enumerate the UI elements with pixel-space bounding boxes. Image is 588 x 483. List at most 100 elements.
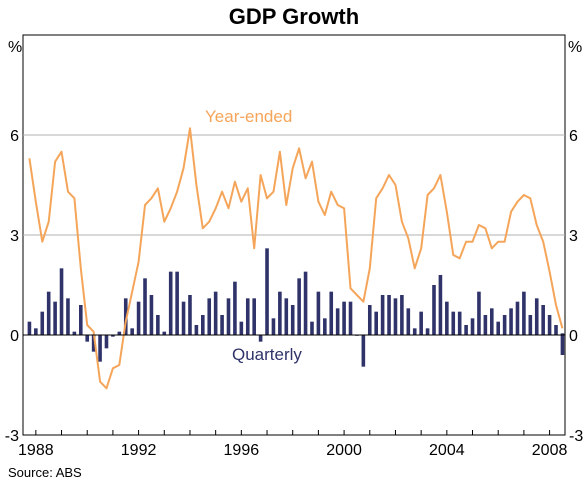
- y-tick-label-left: 3: [10, 228, 19, 245]
- quarterly-bar: [59, 268, 64, 335]
- quarterly-bar: [457, 311, 462, 335]
- quarterly-bar: [374, 311, 378, 335]
- quarterly-bar: [432, 285, 436, 335]
- quarterly-bar: [412, 328, 417, 335]
- quarterly-bar: [123, 298, 128, 335]
- quarterly-bar: [303, 271, 308, 335]
- quarterly-bar: [34, 328, 38, 335]
- quarterly-bar: [483, 315, 488, 335]
- quarterly-bar: [445, 301, 449, 335]
- quarterly-bar: [207, 298, 212, 335]
- x-tick-label: 2004: [429, 442, 465, 459]
- quarterly-bar: [361, 335, 366, 367]
- x-tick-label: 2008: [532, 442, 568, 459]
- quarterly-bar: [560, 335, 565, 355]
- quarterly-bar: [489, 308, 494, 335]
- y-unit-left: %: [8, 39, 22, 56]
- quarterly-bar: [329, 291, 334, 335]
- x-tick-label: 1988: [18, 442, 54, 459]
- axes: -3 -3 0 0 3 3 6 6 1988 1992 1996 2000 2004 2008: [5, 128, 584, 459]
- y-tick-label-right: 6: [569, 128, 578, 145]
- quarterly-bar: [162, 331, 167, 335]
- quarterly-bar: [477, 291, 481, 335]
- quarterly-bar: [85, 335, 90, 342]
- quarterly-bar: [316, 291, 321, 335]
- quarterly-bar: [342, 301, 346, 335]
- quarterly-bar: [367, 305, 372, 335]
- quarterly-bar: [156, 315, 160, 335]
- quarterly-bar: [502, 315, 507, 335]
- quarterly-bar: [213, 291, 218, 335]
- quarterly-bar: [40, 311, 45, 335]
- quarterly-bar: [406, 308, 411, 335]
- quarterly-bar: [143, 278, 147, 335]
- quarterly-bar: [323, 318, 327, 335]
- quarterly-bar: [560, 333, 565, 335]
- quarterly-bar: [438, 275, 443, 335]
- quarterly-bar: [290, 305, 295, 335]
- quarterly-bar: [284, 298, 289, 335]
- quarterly-bar: [130, 328, 134, 335]
- y-tick-label-right: -3: [569, 428, 583, 445]
- quarterly-bar: [188, 295, 192, 335]
- quarterly-bar: [220, 315, 224, 335]
- y-tick-label-left: 6: [10, 128, 19, 145]
- annotation-year-ended: Year-ended: [205, 107, 292, 126]
- quarterly-bar: [278, 291, 282, 335]
- quarterly-bar: [554, 325, 558, 335]
- y-tick-label-right: 3: [569, 228, 578, 245]
- y-tick-label-right: 0: [569, 328, 578, 345]
- quarterly-bar: [464, 325, 468, 335]
- year-ended-line: [28, 127, 564, 390]
- quarterly-bar: [271, 318, 276, 335]
- quarterly-bar: [419, 311, 423, 335]
- quarterly-bar: [149, 295, 154, 335]
- quarterly-bar: [547, 315, 552, 335]
- quarterly-bar: [111, 335, 115, 337]
- year-ended-series: [28, 127, 564, 390]
- quarterly-bar: [226, 298, 231, 335]
- quarterly-bar: [104, 335, 109, 349]
- quarterly-bar: [181, 301, 186, 335]
- quarterly-bar: [245, 298, 250, 335]
- quarterly-bar: [194, 325, 199, 335]
- quarterly-bar: [78, 305, 83, 335]
- quarterly-bar: [233, 281, 237, 335]
- quarterly-bar: [387, 295, 391, 335]
- quarterly-bar: [72, 331, 77, 335]
- quarterly-bar: [522, 291, 526, 335]
- quarterly-bar: [66, 298, 70, 335]
- quarterly-bar: [528, 315, 533, 335]
- y-tick-label-left: 0: [10, 328, 19, 345]
- quarterly-bar: [168, 271, 173, 335]
- quarterly-bar: [117, 331, 122, 335]
- quarterly-bar: [98, 335, 102, 362]
- quarterly-bar: [136, 301, 141, 335]
- quarterly-bar: [265, 248, 269, 335]
- quarterly-bar: [380, 295, 385, 335]
- quarterly-bar: [400, 295, 404, 335]
- quarterly-bar: [496, 321, 501, 335]
- quarterly-bar: [91, 335, 96, 352]
- quarterly-bar: [470, 318, 475, 335]
- grid-lines: [23, 134, 565, 236]
- annotation-quarterly: Quarterly: [232, 345, 302, 364]
- x-tick-label: 1992: [121, 442, 157, 459]
- quarterly-bar: [53, 301, 57, 335]
- quarterly-bar: [27, 321, 32, 335]
- quarterly-bar: [252, 298, 256, 335]
- x-tick-label: 1996: [224, 442, 260, 459]
- quarterly-bar: [46, 291, 51, 335]
- quarterly-bars: [27, 248, 565, 367]
- quarterly-bar: [175, 271, 179, 335]
- quarterly-bar: [239, 321, 244, 335]
- quarterly-bar: [534, 298, 539, 335]
- quarterly-bar: [541, 305, 545, 335]
- y-tick-label-left: -3: [5, 428, 19, 445]
- quarterly-bar: [348, 301, 353, 335]
- quarterly-bar: [201, 315, 205, 335]
- quarterly-bar: [451, 311, 456, 335]
- quarterly-bar: [335, 308, 340, 335]
- quarterly-bar: [258, 335, 263, 342]
